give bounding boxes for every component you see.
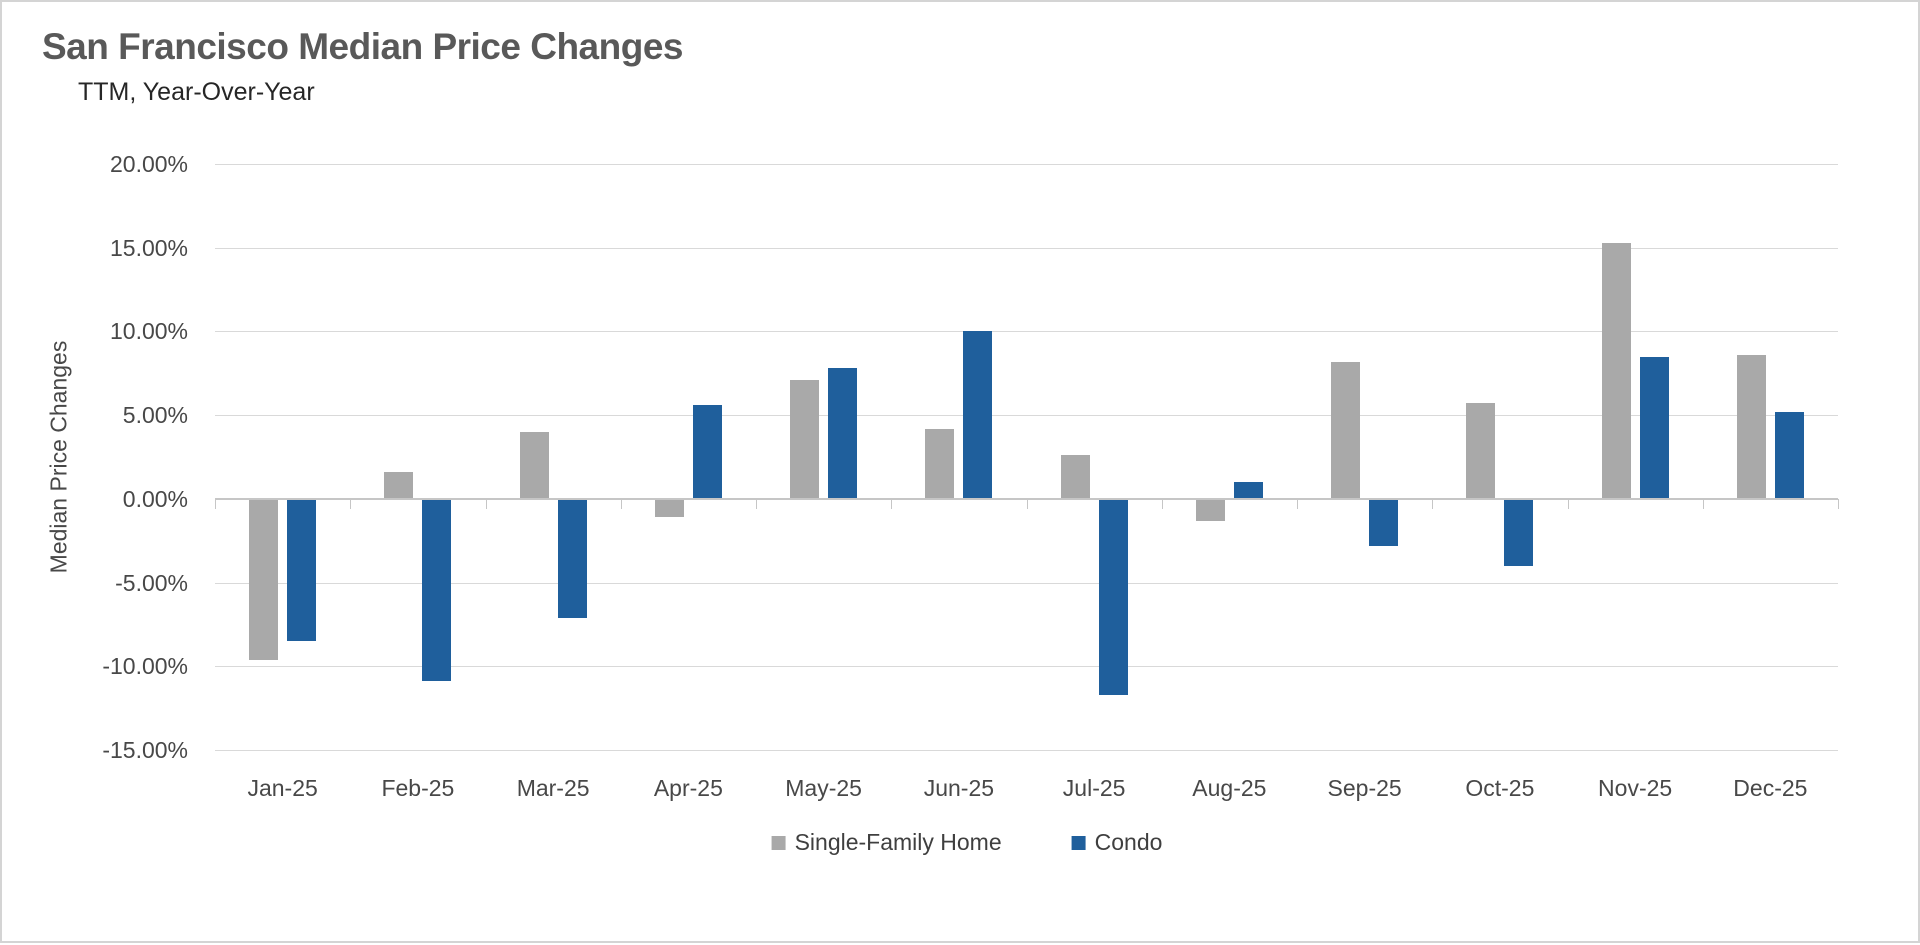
chart-subtitle: TTM, Year-Over-Year [78, 78, 315, 106]
legend-label: Condo [1094, 829, 1163, 855]
bar-condo-mar-25 [558, 498, 587, 618]
legend-item-condo: Condo [1071, 829, 1163, 856]
bar-single-family-home-mar-25 [520, 431, 549, 499]
gridline [215, 582, 1838, 584]
x-tick-label: Jan-25 [247, 775, 318, 801]
bar-single-family-home-nov-25 [1602, 242, 1631, 499]
x-tick-label: Sep-25 [1327, 775, 1402, 801]
bar-condo-dec-25 [1775, 411, 1804, 499]
chart-title: San Francisco Median Price Changes [42, 26, 684, 67]
y-tick-label: 15.00% [109, 234, 188, 261]
bar-condo-jun-25 [963, 331, 992, 499]
category-tick [1703, 498, 1704, 509]
category-tick [1568, 498, 1569, 509]
legend: Single-Family Home Condo [771, 829, 1163, 856]
category-tick [621, 498, 622, 509]
y-tick-label: 5.00% [122, 402, 188, 429]
y-tick-label: 10.00% [109, 318, 188, 345]
bar-single-family-home-aug-25 [1196, 498, 1225, 521]
category-tick [350, 498, 351, 509]
bar-single-family-home-may-25 [790, 379, 819, 499]
x-axis-line [215, 498, 1838, 501]
category-tick [1432, 498, 1433, 509]
bar-single-family-home-jun-25 [925, 428, 954, 499]
x-tick-label: Nov-25 [1598, 775, 1673, 801]
bar-single-family-home-sep-25 [1331, 361, 1360, 499]
category-tick [486, 498, 487, 509]
x-tick-label: May-25 [785, 775, 862, 801]
legend-label: Single-Family Home [794, 829, 1002, 855]
bar-single-family-home-feb-25 [384, 472, 413, 499]
bar-condo-jan-25 [287, 498, 316, 642]
legend-swatch-icon [1071, 835, 1086, 850]
bar-condo-aug-25 [1234, 482, 1263, 499]
x-tick-label: Aug-25 [1192, 775, 1267, 801]
bar-condo-apr-25 [693, 405, 722, 499]
gridline [215, 331, 1838, 333]
x-tick-label: Jul-25 [1062, 775, 1126, 801]
y-tick-label: -10.00% [102, 653, 188, 680]
x-tick-label: Feb-25 [381, 775, 455, 801]
gridline [215, 666, 1838, 668]
bar-single-family-home-apr-25 [655, 498, 684, 518]
x-tick-label: Dec-25 [1733, 775, 1808, 801]
category-tick [1027, 498, 1028, 509]
bar-condo-may-25 [828, 368, 857, 499]
x-tick-label: Mar-25 [516, 775, 590, 801]
category-tick [1838, 498, 1839, 509]
category-tick [891, 498, 892, 509]
y-tick-label: -5.00% [115, 569, 188, 596]
gridline [215, 750, 1838, 751]
x-tick-label: Jun-25 [923, 775, 995, 801]
y-tick-label: -15.00% [102, 737, 188, 763]
bar-single-family-home-dec-25 [1737, 354, 1766, 499]
category-tick [215, 498, 216, 509]
legend-item-single-family-home: Single-Family Home [771, 829, 1002, 856]
y-tick-label: 0.00% [122, 485, 188, 512]
bar-condo-jul-25 [1099, 498, 1128, 695]
x-tick-label: Oct-25 [1465, 775, 1535, 801]
bar-single-family-home-jan-25 [249, 498, 278, 660]
y-tick-label: 20.00% [109, 151, 188, 177]
gridline [215, 164, 1838, 165]
category-tick [1297, 498, 1298, 509]
bar-single-family-home-jul-25 [1061, 455, 1090, 499]
bar-single-family-home-oct-25 [1466, 403, 1495, 499]
bar-condo-nov-25 [1640, 356, 1669, 499]
bar-condo-feb-25 [422, 498, 451, 682]
category-tick [1162, 498, 1163, 509]
bar-condo-sep-25 [1369, 498, 1398, 546]
gridline [215, 247, 1838, 249]
legend-swatch-icon [771, 835, 786, 850]
bar-condo-oct-25 [1504, 498, 1533, 566]
x-tick-label: Apr-25 [653, 775, 723, 801]
category-tick [756, 498, 757, 509]
gridline [215, 415, 1838, 417]
